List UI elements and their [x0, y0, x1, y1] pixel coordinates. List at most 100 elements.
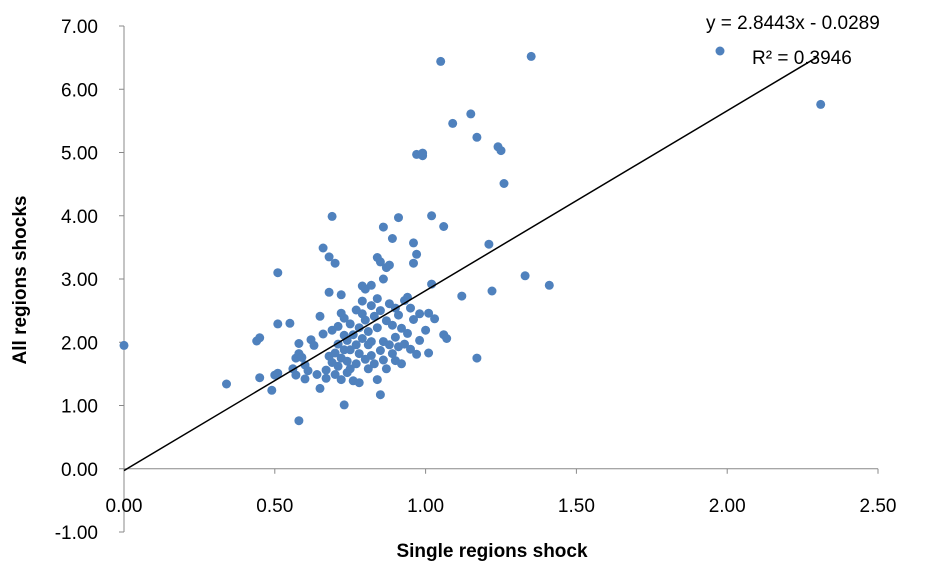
data-point	[436, 56, 446, 66]
y-tick-label: 0.00	[61, 460, 98, 481]
x-tick-label: 1.50	[558, 496, 595, 517]
data-point	[336, 375, 346, 385]
data-point	[816, 99, 826, 109]
data-point	[294, 339, 304, 348]
data-point	[544, 280, 554, 290]
x-axis-title: Single regions shock	[396, 541, 588, 562]
data-point	[327, 211, 337, 221]
data-point	[397, 359, 406, 369]
data-point	[324, 252, 334, 262]
data-point	[406, 344, 415, 354]
data-point	[415, 309, 425, 319]
data-point	[333, 361, 343, 371]
data-point	[297, 352, 307, 362]
data-point	[255, 373, 265, 383]
data-point	[357, 334, 367, 343]
data-point	[424, 348, 434, 358]
data-point	[294, 416, 304, 426]
data-point	[442, 334, 452, 343]
data-point	[403, 328, 412, 338]
data-point	[318, 243, 328, 253]
data-point	[315, 311, 325, 321]
data-point	[345, 345, 355, 355]
trendline-r-squared: R² = 0.3946	[752, 48, 852, 69]
data-point	[321, 365, 331, 375]
data-point	[378, 355, 388, 365]
data-point	[448, 118, 458, 128]
data-point	[372, 323, 382, 333]
data-point	[366, 301, 376, 311]
y-axis-title: All regions shocks	[10, 196, 31, 365]
data-point	[390, 332, 400, 342]
data-point	[397, 323, 406, 333]
y-axis: -1.00 0.00 1.00 2.00 3.00 4.00 5.00 6.00 7.00	[55, 17, 125, 544]
data-point	[345, 319, 355, 329]
data-point	[366, 280, 376, 290]
data-point	[409, 258, 418, 268]
data-point	[394, 310, 403, 320]
data-point	[363, 327, 373, 336]
data-point	[330, 370, 340, 379]
data-point	[520, 271, 530, 281]
data-point	[378, 222, 388, 232]
data-point	[412, 249, 422, 259]
data-point	[375, 346, 385, 355]
data-point	[387, 349, 397, 359]
data-point	[387, 320, 397, 330]
x-tick-label: 0.00	[106, 496, 143, 517]
data-point	[273, 368, 283, 378]
data-point	[330, 348, 340, 358]
data-point	[387, 234, 397, 243]
data-point	[324, 287, 334, 297]
data-point	[273, 268, 283, 278]
data-point	[267, 385, 277, 395]
data-point	[285, 318, 295, 328]
data-point	[351, 340, 361, 350]
y-tick-label: 7.00	[61, 17, 98, 38]
data-point	[330, 258, 340, 268]
data-point	[375, 390, 385, 400]
data-point	[406, 303, 415, 313]
data-point	[466, 109, 476, 119]
data-point	[526, 51, 536, 61]
data-point	[421, 325, 431, 335]
data-point	[372, 294, 382, 304]
data-point	[354, 323, 364, 333]
data-point	[484, 239, 494, 249]
legend-marker	[715, 46, 725, 56]
data-point	[309, 340, 319, 350]
data-point	[255, 333, 265, 343]
x-tick-label: 2.00	[709, 496, 746, 517]
data-point	[369, 311, 379, 321]
data-point	[384, 340, 394, 350]
x-axis: 0.00 0.50 1.00 1.50 2.00 2.50	[106, 468, 896, 517]
data-point	[418, 148, 428, 158]
y-tick-label: 1.00	[61, 397, 98, 418]
data-point	[357, 296, 367, 306]
data-point	[409, 238, 418, 248]
data-point	[291, 370, 301, 380]
trendline-equation: y = 2.8443x - 0.0289	[706, 13, 880, 34]
data-point	[354, 349, 364, 359]
data-point	[499, 179, 509, 188]
data-point	[363, 364, 373, 374]
data-point	[300, 374, 310, 384]
data-point	[412, 349, 422, 359]
data-point	[321, 373, 331, 383]
data-point	[375, 257, 385, 267]
data-point	[439, 222, 449, 231]
data-point	[496, 146, 506, 156]
data-point	[351, 359, 361, 369]
data-point	[366, 351, 376, 360]
data-point	[366, 337, 376, 347]
data-point	[339, 313, 349, 323]
data-point	[381, 364, 391, 374]
data-point	[394, 213, 403, 223]
data-point	[318, 329, 328, 339]
data-point	[333, 321, 343, 331]
data-point	[222, 379, 231, 389]
data-point	[472, 132, 482, 142]
data-point	[360, 315, 370, 325]
data-point	[342, 356, 352, 366]
